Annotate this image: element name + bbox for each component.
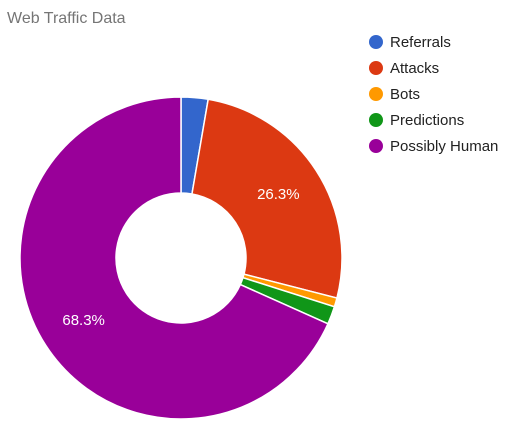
legend-item-attacks[interactable]: Attacks	[369, 55, 498, 81]
chart-legend: Referrals Attacks Bots Predictions Possibly …	[369, 29, 498, 159]
legend-label: Bots	[390, 85, 421, 103]
slice-possibly-human[interactable]	[19, 96, 329, 420]
legend-item-predictions[interactable]: Predictions	[369, 107, 498, 133]
legend-dot-icon	[369, 35, 383, 49]
slice-label-possibly-human: 68.3%	[62, 312, 105, 329]
legend-item-bots[interactable]: Bots	[369, 81, 498, 107]
slice-attacks[interactable]	[191, 98, 343, 299]
legend-dot-icon	[369, 139, 383, 153]
legend-dot-icon	[369, 113, 383, 127]
legend-dot-icon	[369, 61, 383, 75]
legend-label: Attacks	[390, 59, 440, 77]
legend-label: Possibly Human	[390, 137, 499, 155]
legend-item-referrals[interactable]: Referrals	[369, 29, 498, 55]
legend-item-possibly-human[interactable]: Possibly Human	[369, 133, 498, 159]
legend-label: Referrals	[390, 33, 451, 51]
donut-chart: 26.3% 68.3%	[19, 96, 343, 420]
legend-dot-icon	[369, 87, 383, 101]
chart-title: Web Traffic Data	[7, 10, 126, 27]
legend-label: Predictions	[390, 111, 465, 129]
slice-label-attacks: 26.3%	[257, 186, 300, 203]
